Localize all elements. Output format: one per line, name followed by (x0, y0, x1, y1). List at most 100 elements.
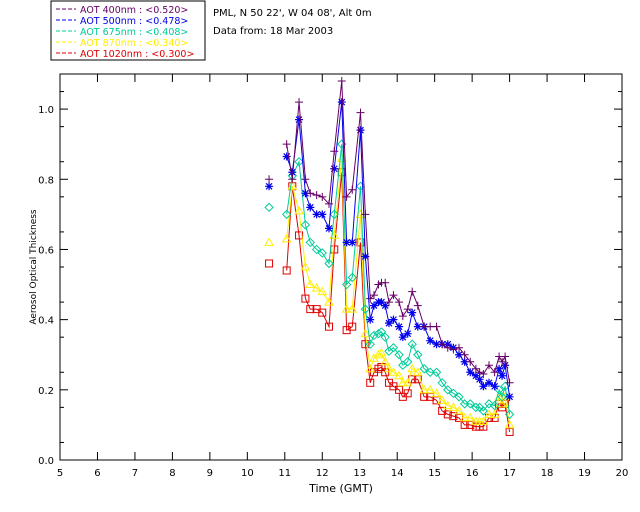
y-tick-label: 0.4 (38, 316, 54, 327)
series-2-point (471, 402, 481, 413)
series-2-point (311, 244, 322, 255)
series-3-point (478, 416, 489, 425)
series-3-point (484, 409, 494, 418)
series-2-point (281, 209, 292, 220)
series-0-point (408, 287, 417, 296)
x-tick-label: 14 (391, 468, 404, 479)
series-3-point (380, 356, 391, 366)
series-2-point (294, 157, 304, 167)
series-1-point (342, 238, 351, 247)
series-3-point (347, 304, 358, 313)
series-2-point (454, 392, 464, 402)
series-3-point (281, 233, 292, 243)
series-3-point (448, 402, 459, 411)
series-1-point (312, 210, 321, 219)
series-1-point (395, 322, 404, 331)
series-0-point (342, 192, 351, 201)
series-1-point (356, 126, 365, 135)
series-0-point (282, 140, 291, 149)
series-4-point (301, 294, 310, 303)
x-tick-label: 16 (466, 468, 479, 479)
series-0-point (337, 77, 346, 86)
series-1-point (337, 98, 346, 107)
series-4-point (449, 412, 458, 421)
series-3-point (388, 367, 399, 376)
series-4-point (265, 259, 274, 268)
plot-area-frame (59, 73, 623, 461)
series-1-point (426, 336, 435, 345)
series-3-point (425, 384, 436, 394)
series-2-point (478, 406, 489, 416)
series-1-point (282, 152, 291, 161)
series-0-point (361, 210, 370, 219)
series-3-point (419, 384, 430, 394)
series-1-point (389, 315, 398, 324)
series-4-point (413, 375, 422, 384)
y-tick-label: 0.0 (38, 456, 54, 467)
series-2-point (504, 409, 515, 420)
y-axis-label: Aerosol Optical Thickness (29, 209, 39, 325)
series-4-point (318, 308, 327, 317)
x-tick-label: 12 (316, 468, 329, 479)
series-2-point (300, 220, 311, 230)
series-1-point (301, 189, 310, 198)
series-3-point (384, 363, 394, 373)
series-4-point (361, 340, 370, 349)
series-2-line (286, 144, 511, 415)
series-3-point (407, 363, 418, 373)
series-3-point (465, 412, 476, 422)
series-1-point (398, 333, 407, 342)
series-1-point (413, 322, 422, 331)
series-0-point (443, 343, 452, 352)
series-0-point (318, 192, 327, 201)
series-4-point (282, 266, 291, 275)
series-3-point (317, 286, 328, 296)
series-3-point (497, 398, 507, 408)
series-2-point (419, 364, 429, 374)
series-3-line (286, 158, 511, 425)
series-3-point (311, 283, 322, 292)
series-3-point (394, 370, 404, 380)
series-1-point (306, 203, 315, 212)
series-4-point (348, 322, 357, 331)
series-1-point (369, 301, 378, 310)
y-axis: 0.0 0.2 0.4 0.6 0.8 1.0 (38, 91, 622, 467)
series-3-point (459, 412, 470, 422)
series-2-point (388, 343, 399, 353)
series-0-point (288, 175, 297, 184)
series-0-point (356, 108, 365, 117)
series-2-point (264, 202, 274, 213)
series-4-point (366, 378, 375, 387)
series-1-point (432, 340, 441, 349)
series-3-point (442, 400, 453, 410)
series-4-point (325, 322, 334, 331)
series-0-point (348, 185, 357, 194)
series-0-point (330, 147, 339, 156)
series-3-point (294, 205, 304, 215)
series-2-point (402, 357, 413, 367)
series-1-point (479, 382, 488, 391)
series-2-point (413, 350, 423, 360)
series-2-point (489, 400, 500, 411)
series-3-point (397, 377, 408, 387)
legend-entry-label: AOT 500nm : <0.478> (80, 16, 188, 27)
series-0-point (306, 189, 315, 198)
series-4-point (420, 392, 429, 401)
series-0-point (295, 98, 304, 107)
series-1-point (288, 168, 297, 177)
x-tick-label: 15 (428, 468, 441, 479)
series-0-point (384, 298, 393, 307)
series-1-point (490, 382, 499, 391)
series-0-point (460, 350, 469, 359)
series-2-point (324, 258, 334, 269)
series-1-point (475, 375, 484, 384)
y-tick-label: 0.6 (38, 245, 54, 256)
series-0-point (449, 345, 458, 354)
series-1-point (361, 252, 370, 261)
series-0-point (505, 378, 514, 387)
series-2-point (329, 209, 339, 220)
series-2-point (431, 367, 442, 377)
series-3-point (287, 181, 298, 190)
series-2-point (341, 279, 352, 290)
